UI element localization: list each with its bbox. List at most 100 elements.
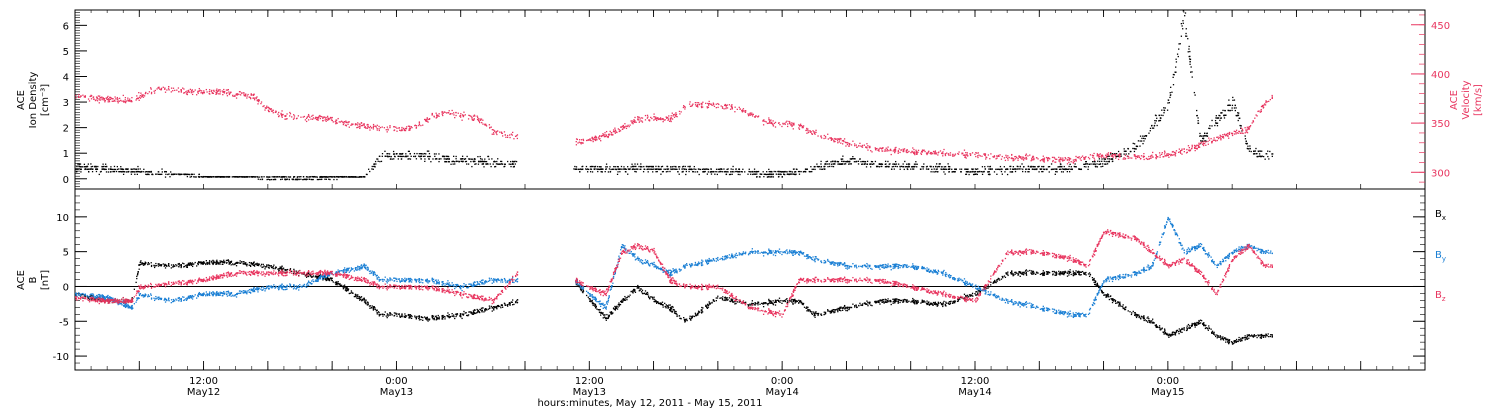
data-point <box>360 124 363 127</box>
data-point <box>954 302 956 304</box>
data-point <box>130 100 132 103</box>
data-point <box>325 118 327 121</box>
data-point <box>1224 114 1227 116</box>
data-point <box>1028 168 1030 170</box>
data-point <box>966 153 968 156</box>
data-point <box>788 173 791 175</box>
data-point <box>112 168 114 171</box>
data-point <box>672 115 674 117</box>
data-point <box>1015 168 1017 170</box>
data-point <box>735 298 737 301</box>
data-point <box>957 300 960 302</box>
data-point <box>141 96 143 98</box>
data-point <box>1021 158 1023 160</box>
data-point <box>401 128 403 130</box>
data-point <box>1024 154 1027 157</box>
data-point <box>600 140 602 142</box>
data-point <box>461 158 463 160</box>
data-point <box>1242 129 1244 132</box>
data-point <box>484 158 486 160</box>
top-right-tick-label: 350 <box>1431 119 1450 130</box>
data-point <box>133 168 135 170</box>
data-point <box>789 122 791 124</box>
data-point <box>87 98 90 100</box>
data-point <box>884 149 886 151</box>
data-point <box>992 156 994 158</box>
data-point <box>87 170 90 173</box>
data-point <box>907 151 909 153</box>
data-point <box>385 155 387 157</box>
data-point <box>1101 154 1103 156</box>
data-point <box>292 118 295 120</box>
data-point <box>966 155 969 157</box>
data-point <box>392 150 395 153</box>
data-point <box>605 168 608 170</box>
data-point <box>476 115 478 117</box>
data-point <box>620 126 623 128</box>
data-point <box>1134 156 1137 158</box>
data-point <box>925 168 928 170</box>
data-point <box>109 168 112 170</box>
data-point <box>353 176 356 178</box>
data-point <box>418 124 420 127</box>
data-point <box>1048 157 1050 160</box>
data-point <box>1009 168 1012 170</box>
data-point <box>1153 124 1156 127</box>
data-point <box>155 262 157 265</box>
data-point <box>856 146 858 148</box>
data-point <box>850 306 852 308</box>
data-point <box>1064 271 1066 274</box>
data-point <box>1163 153 1166 155</box>
data-point <box>753 173 755 175</box>
data-point <box>134 171 136 173</box>
data-point <box>99 95 101 97</box>
data-point <box>1062 171 1064 173</box>
data-point <box>1231 104 1234 107</box>
data-point <box>455 158 457 160</box>
data-point <box>447 155 449 158</box>
data-point <box>707 102 709 105</box>
data-point <box>933 168 935 170</box>
data-point <box>1158 119 1161 122</box>
data-point <box>326 176 328 178</box>
data-point <box>600 135 603 137</box>
data-point <box>169 176 171 178</box>
data-point <box>1096 155 1098 157</box>
data-point <box>197 90 199 92</box>
data-point <box>302 116 304 118</box>
data-point <box>100 300 102 302</box>
data-point <box>914 153 916 156</box>
data-point <box>604 170 606 173</box>
data-point <box>1029 154 1031 156</box>
data-point <box>754 173 757 175</box>
data-point <box>1167 102 1169 104</box>
data-point <box>1229 104 1231 106</box>
data-point <box>683 104 685 107</box>
data-point <box>258 99 260 101</box>
data-point <box>1095 283 1097 286</box>
data-point <box>360 122 362 124</box>
data-point <box>607 136 609 139</box>
data-point <box>1063 168 1065 170</box>
data-point <box>130 171 132 173</box>
data-point <box>1047 157 1050 159</box>
data-point <box>381 126 383 128</box>
data-point <box>198 87 200 90</box>
data-point <box>820 135 822 137</box>
data-point <box>260 102 262 105</box>
data-point <box>675 115 677 117</box>
data-point <box>1093 160 1095 163</box>
data-point <box>1068 158 1071 160</box>
data-point <box>667 118 670 120</box>
data-point <box>1175 61 1178 63</box>
data-point <box>861 160 864 163</box>
data-point <box>111 168 113 171</box>
data-point <box>508 302 511 304</box>
data-point <box>877 165 879 168</box>
data-point <box>1211 330 1214 332</box>
data-point <box>98 102 100 104</box>
data-point <box>786 171 788 173</box>
data-point <box>1156 124 1158 127</box>
data-point <box>431 316 433 319</box>
data-point <box>811 168 813 170</box>
